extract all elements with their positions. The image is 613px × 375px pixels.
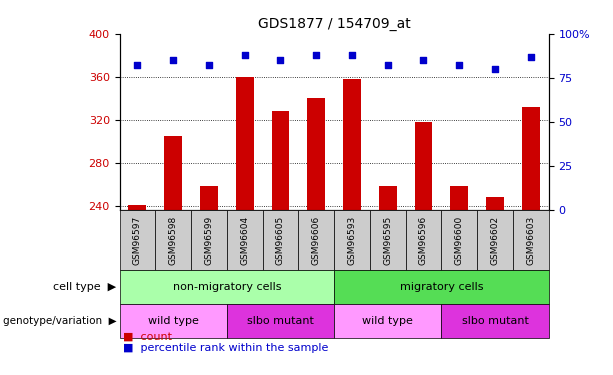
Bar bbox=[200, 186, 218, 210]
Text: non-migratory cells: non-migratory cells bbox=[173, 282, 281, 292]
Text: GSM96603: GSM96603 bbox=[526, 216, 535, 265]
Text: GSM96593: GSM96593 bbox=[348, 216, 357, 265]
Text: GSM96599: GSM96599 bbox=[204, 216, 213, 265]
Text: GSM96597: GSM96597 bbox=[133, 216, 142, 265]
Text: GSM96604: GSM96604 bbox=[240, 216, 249, 265]
Bar bbox=[522, 107, 539, 210]
Bar bbox=[272, 111, 289, 210]
Text: GSM96602: GSM96602 bbox=[490, 216, 500, 265]
Point bbox=[347, 52, 357, 58]
Bar bbox=[343, 79, 361, 210]
Text: GSM96600: GSM96600 bbox=[455, 216, 464, 265]
Text: wild type: wild type bbox=[148, 316, 199, 326]
Text: GSM96595: GSM96595 bbox=[383, 216, 392, 265]
Text: wild type: wild type bbox=[362, 316, 413, 326]
Point bbox=[526, 54, 536, 60]
Bar bbox=[307, 98, 325, 210]
Point bbox=[168, 57, 178, 63]
Point bbox=[454, 63, 464, 69]
Bar bbox=[164, 136, 182, 210]
Text: GSM96606: GSM96606 bbox=[311, 216, 321, 265]
Bar bbox=[236, 77, 254, 210]
Text: GSM96596: GSM96596 bbox=[419, 216, 428, 265]
Text: genotype/variation  ▶: genotype/variation ▶ bbox=[3, 316, 116, 326]
Bar bbox=[451, 186, 468, 210]
Bar bbox=[129, 205, 147, 210]
Bar bbox=[486, 197, 504, 210]
Point bbox=[204, 63, 214, 69]
Point bbox=[132, 63, 142, 69]
Point bbox=[311, 52, 321, 58]
Text: cell type  ▶: cell type ▶ bbox=[53, 282, 116, 292]
Text: slbo mutant: slbo mutant bbox=[247, 316, 314, 326]
Text: slbo mutant: slbo mutant bbox=[462, 316, 528, 326]
Bar bbox=[379, 186, 397, 210]
Bar bbox=[414, 122, 432, 210]
Text: migratory cells: migratory cells bbox=[400, 282, 483, 292]
Text: GSM96598: GSM96598 bbox=[169, 216, 178, 265]
Point bbox=[490, 66, 500, 72]
Text: GSM96605: GSM96605 bbox=[276, 216, 285, 265]
Title: GDS1877 / 154709_at: GDS1877 / 154709_at bbox=[257, 17, 411, 32]
Point bbox=[240, 52, 249, 58]
Point bbox=[419, 57, 428, 63]
Text: ■  count: ■ count bbox=[123, 332, 172, 341]
Point bbox=[276, 57, 286, 63]
Point bbox=[383, 63, 392, 69]
Text: ■  percentile rank within the sample: ■ percentile rank within the sample bbox=[123, 343, 328, 352]
